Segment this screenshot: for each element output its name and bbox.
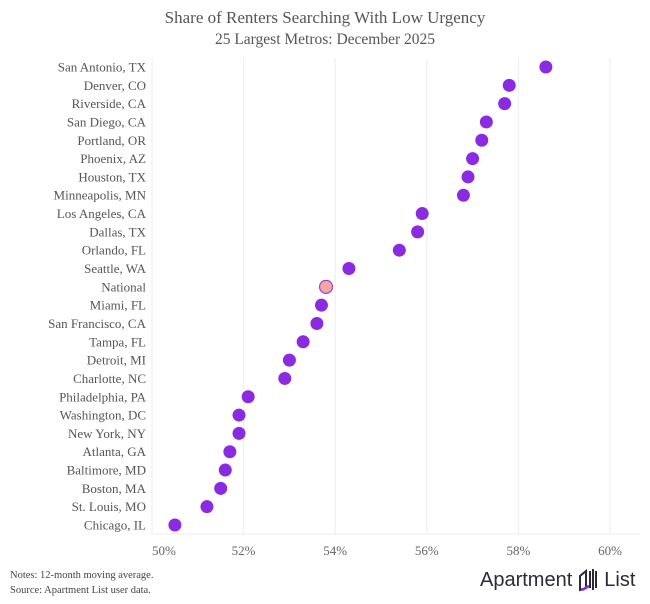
data-point	[498, 97, 512, 111]
y-category-label: Chicago, IL	[84, 518, 146, 533]
data-point-national	[318, 279, 334, 294]
data-point	[342, 262, 356, 276]
y-category-label: Houston, TX	[78, 169, 146, 184]
y-category-label: Portland, OR	[77, 133, 146, 148]
y-category-label: Philadelphia, PA	[59, 389, 147, 404]
data-point	[539, 60, 553, 74]
apartment-list-logo: Apartment List	[480, 568, 635, 592]
data-point	[168, 518, 182, 532]
y-category-label: Miami, FL	[90, 298, 146, 313]
y-category-label: San Antonio, TX	[58, 60, 147, 75]
x-tick-label: 54%	[323, 543, 347, 558]
x-tick-label: 58%	[506, 543, 530, 558]
y-category-label: Baltimore, MD	[67, 463, 146, 478]
logo-building-icon	[579, 568, 598, 592]
data-point	[232, 426, 246, 440]
y-category-label: St. Louis, MO	[72, 499, 146, 514]
data-point	[214, 481, 228, 495]
logo-text-right: List	[604, 568, 636, 591]
x-tick-label: 56%	[415, 543, 439, 558]
y-category-label: Charlotte, NC	[73, 371, 146, 386]
data-point	[475, 133, 489, 147]
y-category-label: National	[101, 279, 146, 294]
y-category-label: Dallas, TX	[89, 224, 146, 239]
y-category-label: Phoenix, AZ	[80, 151, 146, 166]
y-category-label: Riverside, CA	[72, 96, 147, 111]
y-category-label: Orlando, FL	[82, 243, 146, 258]
y-category-label: Minneapolis, MN	[54, 188, 147, 203]
y-category-label: San Diego, CA	[67, 114, 147, 129]
data-point	[466, 152, 480, 166]
y-category-label: Los Angeles, CA	[57, 206, 147, 221]
x-tick-label: 50%	[152, 543, 176, 558]
data-point	[232, 408, 246, 422]
y-category-label: Tampa, FL	[89, 334, 146, 349]
chart-subtitle: 25 Largest Metros: December 2025	[214, 31, 436, 48]
data-point	[241, 390, 255, 404]
y-category-label: Seattle, WA	[84, 261, 146, 276]
data-point	[314, 298, 328, 312]
data-point	[278, 371, 292, 385]
chart-title: Share of Renters Searching With Low Urge…	[164, 8, 486, 27]
y-category-label: Atlanta, GA	[82, 444, 146, 459]
data-point	[502, 78, 516, 92]
data-point	[456, 188, 470, 202]
data-point	[479, 115, 493, 129]
y-category-label: Denver, CO	[84, 78, 146, 93]
source-text: Source: Apartment List user data.	[10, 585, 151, 596]
data-point	[296, 335, 310, 349]
y-category-label: New York, NY	[68, 426, 147, 441]
logo-text-left: Apartment	[480, 568, 573, 591]
data-point	[392, 243, 406, 257]
data-point	[411, 225, 425, 239]
data-point	[200, 500, 214, 514]
x-tick-label: 60%	[598, 543, 622, 558]
data-point	[415, 207, 429, 221]
x-tick-label: 52%	[232, 543, 256, 558]
y-category-label: San Francisco, CA	[48, 316, 146, 331]
y-category-label: Detroit, MI	[87, 353, 146, 368]
data-point	[310, 316, 324, 330]
notes-text: Notes: 12-month moving average.	[10, 570, 154, 581]
y-category-label: Boston, MA	[82, 481, 147, 496]
data-point	[461, 170, 475, 184]
data-point	[223, 445, 237, 459]
data-point	[282, 353, 296, 367]
y-category-label: Washington, DC	[60, 408, 146, 423]
data-point	[218, 463, 232, 477]
